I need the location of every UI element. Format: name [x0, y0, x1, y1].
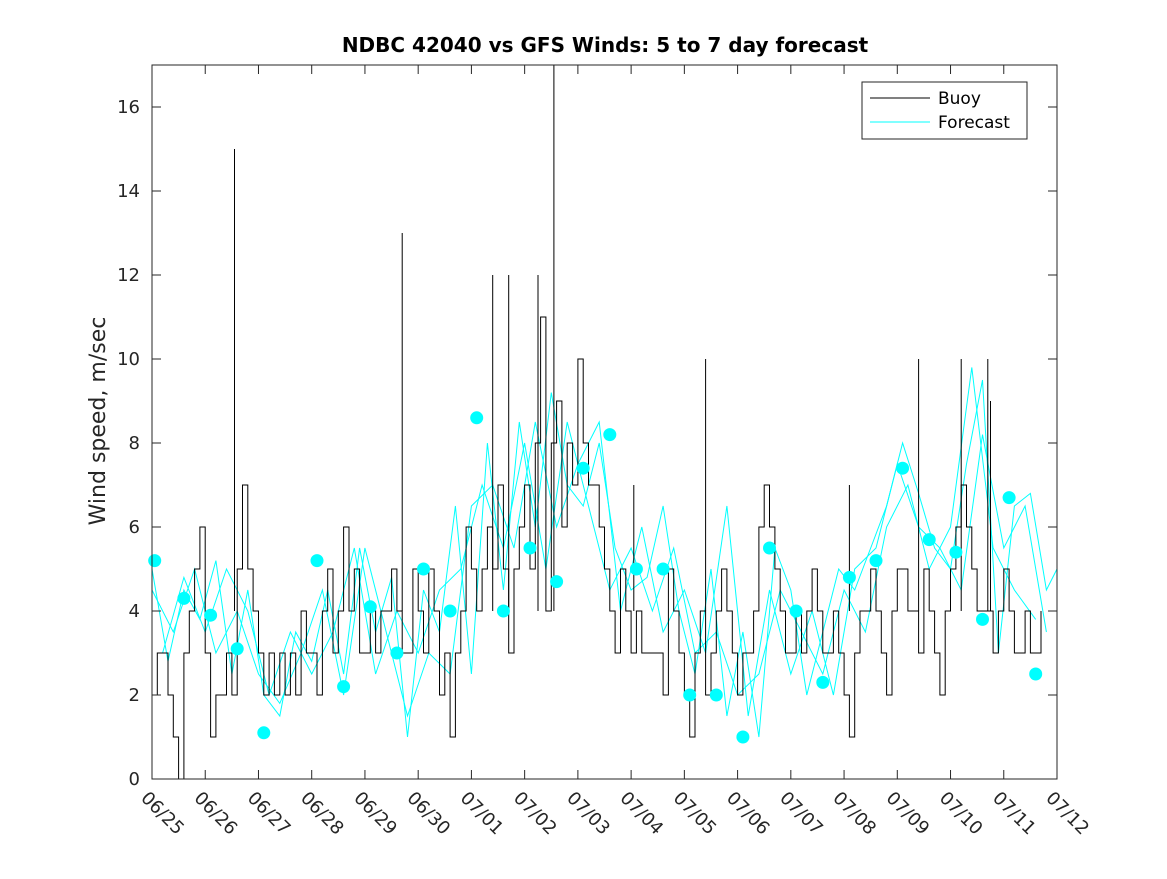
y-tick-label-0: 0	[129, 769, 140, 790]
forecast-marker-8	[390, 646, 404, 660]
forecast-marker-11	[470, 411, 484, 425]
axes-frame	[151, 64, 1058, 780]
chart-title: NDBC 42040 vs GFS Winds: 5 to 7 day fore…	[342, 33, 869, 57]
y-tick-label-1: 2	[129, 685, 140, 706]
forecast-marker-3	[230, 642, 244, 656]
forecast-marker-7	[363, 600, 377, 614]
forecast-marker-25	[842, 570, 856, 584]
forecast-marker-9	[417, 562, 430, 576]
forecast-marker-5	[310, 554, 324, 568]
plot-area	[152, 65, 1057, 779]
forecast-marker-20	[709, 688, 723, 702]
y-tick-label-7: 14	[117, 181, 140, 202]
forecast-marker-28	[922, 533, 936, 547]
forecast-marker-12	[496, 604, 510, 618]
y-tick-label-4: 8	[129, 433, 140, 454]
forecast-marker-23	[789, 604, 803, 618]
y-axis-label: Wind speed, m/sec	[86, 317, 111, 526]
forecast-markers-group	[148, 411, 1043, 744]
forecast-marker-2	[204, 608, 218, 622]
axes-box	[151, 64, 1058, 780]
legend: Buoy Forecast	[861, 81, 1028, 140]
legend-forecast-label: Forecast	[938, 113, 1010, 133]
forecast-marker-10	[443, 604, 457, 618]
forecast-line-4	[162, 367, 1037, 697]
forecast-marker-1	[177, 591, 191, 605]
forecast-marker-30	[976, 612, 989, 626]
forecast-marker-18	[656, 562, 670, 576]
y-tick-label-6: 12	[117, 265, 140, 286]
forecast-marker-6	[337, 680, 351, 694]
y-tick-label-3: 6	[129, 517, 140, 538]
y-tick-label-8: 16	[117, 97, 140, 118]
forecast-marker-16	[603, 428, 617, 442]
forecast-marker-13	[523, 541, 537, 555]
y-tick-label-5: 10	[117, 349, 140, 370]
buoy-line	[152, 316, 1042, 780]
forecast-marker-29	[949, 545, 963, 559]
y-axis: 0 2 4 6 8 10 12 14 16	[117, 97, 1057, 790]
forecast-marker-0	[148, 554, 162, 568]
forecast-marker-24	[816, 675, 830, 689]
forecast-marker-31	[1002, 491, 1016, 505]
forecast-marker-22	[763, 541, 776, 555]
buoy-series-group	[152, 65, 1042, 780]
forecast-marker-21	[736, 730, 750, 744]
forecast-marker-27	[896, 461, 910, 475]
forecast-marker-19	[683, 688, 697, 702]
forecast-marker-17	[629, 562, 643, 576]
legend-buoy-label: Buoy	[938, 89, 981, 109]
forecast-marker-15	[576, 461, 590, 475]
forecast-marker-26	[869, 554, 883, 568]
y-tick-label-2: 4	[129, 601, 140, 622]
plot-background	[152, 65, 1057, 779]
forecast-marker-14	[550, 575, 564, 589]
forecast-marker-4	[257, 726, 271, 740]
legend-box	[861, 81, 1028, 140]
forecast-marker-32	[1029, 667, 1043, 681]
